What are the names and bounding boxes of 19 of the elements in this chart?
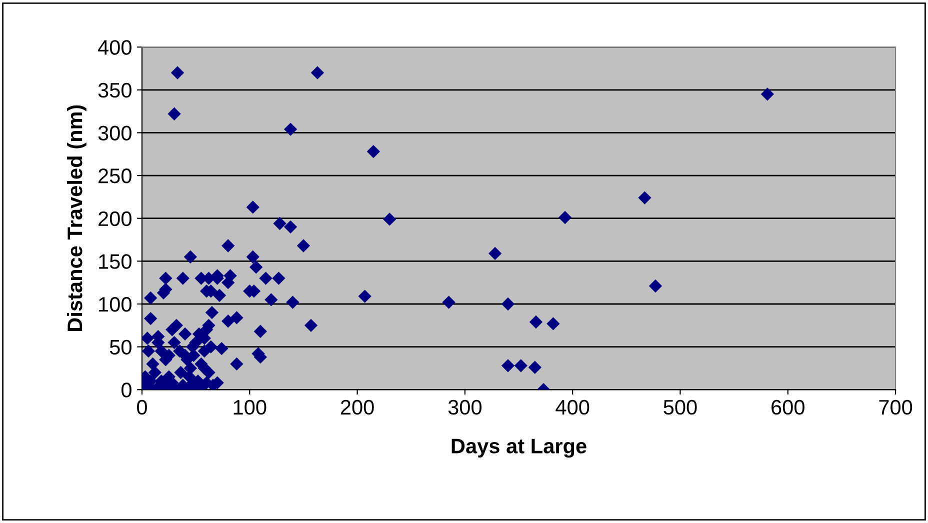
y-tick-label: 0 <box>121 382 132 398</box>
y-tick-label: 50 <box>110 340 132 355</box>
x-tick-label: 100 <box>234 400 266 415</box>
y-axis-title: Distance Traveled (nm) <box>66 105 86 331</box>
y-tick-label: 350 <box>98 82 132 98</box>
x-tick-label: 600 <box>772 400 804 415</box>
x-axis-title: Days at Large <box>452 438 586 458</box>
y-tick-label: 150 <box>99 254 132 269</box>
x-tick-label: 0 <box>137 400 147 415</box>
x-tick-label: 400 <box>556 400 590 415</box>
x-tick-label: 300 <box>448 400 482 415</box>
y-tick-label: 400 <box>98 40 132 55</box>
y-tick-label: 250 <box>98 168 132 184</box>
y-tick-label: 200 <box>98 211 132 226</box>
y-tick-label: 300 <box>98 126 132 140</box>
x-tick-label: 200 <box>340 400 374 415</box>
x-tick-label: 500 <box>664 400 697 415</box>
x-tick-label: 700 <box>879 400 912 415</box>
y-tick-label: 100 <box>99 296 132 312</box>
